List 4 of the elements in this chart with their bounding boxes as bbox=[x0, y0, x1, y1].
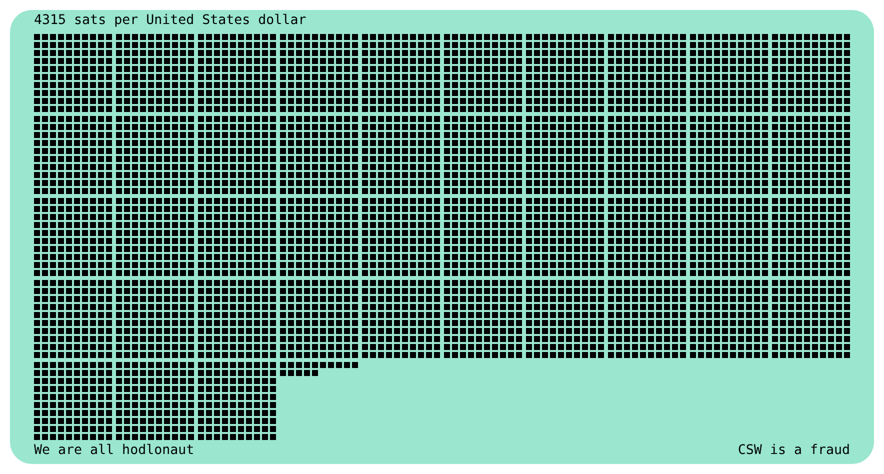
text: We are all hodlonaut bbox=[34, 443, 194, 459]
text: sats per United States dollar bbox=[74, 13, 306, 28]
text: CSW is a fraud bbox=[738, 443, 850, 459]
data-label: 4315 bbox=[34, 13, 66, 28]
